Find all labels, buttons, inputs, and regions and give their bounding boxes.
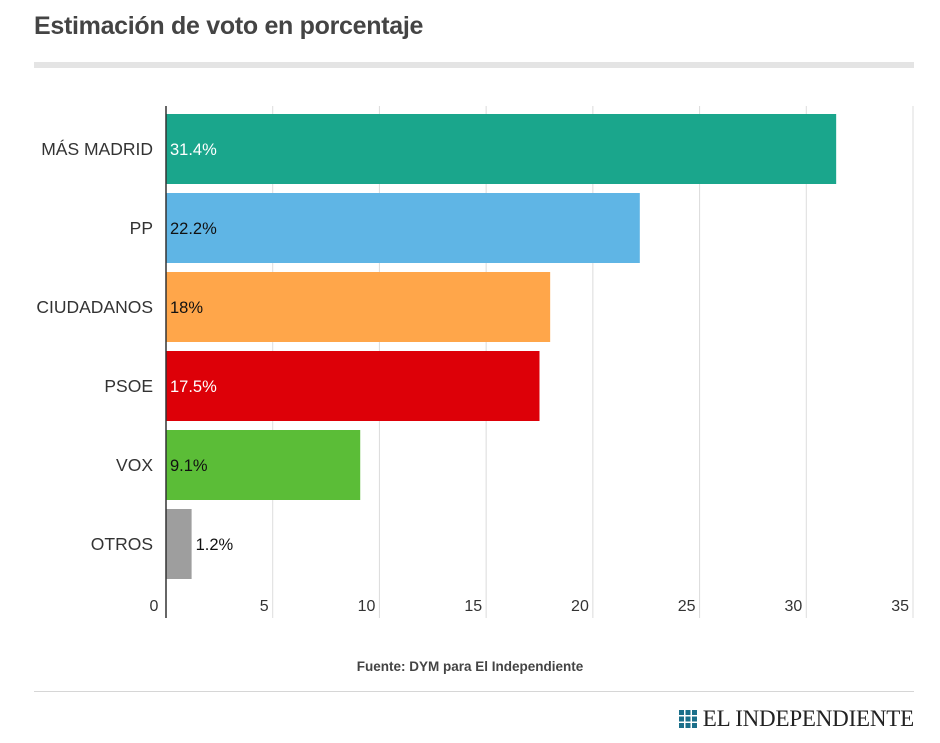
data-label: 22.2%: [170, 220, 217, 238]
chart-title: Estimación de voto en porcentaje: [34, 12, 424, 40]
footer-divider: [34, 691, 914, 692]
x-tick-label: 0: [150, 598, 159, 615]
category-label: PP: [130, 218, 153, 238]
bars: [166, 114, 837, 579]
data-label: 17.5%: [170, 378, 217, 396]
brand-logo: EL INDEPENDIENTE: [678, 706, 914, 732]
category-label: CIUDADANOS: [36, 297, 153, 317]
bar: [166, 272, 551, 342]
x-tick-label: 30: [784, 598, 802, 615]
category-label: MÁS MADRID: [41, 139, 153, 159]
x-axis-ticks: 0 5 10 15 20 25 30 35: [150, 598, 910, 615]
data-label: 31.4%: [170, 141, 217, 159]
bar: [166, 114, 837, 184]
brand-grid-icon: [678, 710, 697, 728]
bar: [166, 351, 540, 421]
data-label: 9.1%: [170, 457, 208, 475]
category-label: PSOE: [104, 376, 153, 396]
bar: [166, 193, 640, 263]
source-note: Fuente: DYM para El Independiente: [356, 659, 584, 674]
x-tick-label: 20: [571, 598, 589, 615]
title-divider: [34, 62, 914, 68]
x-tick-label: 35: [891, 598, 909, 615]
category-labels: MÁS MADRID PP CIUDADANOS PSOE VOX OTROS: [36, 139, 153, 554]
x-tick-label: 25: [678, 598, 696, 615]
x-tick-label: 5: [260, 598, 269, 615]
data-label: 1.2%: [196, 536, 234, 554]
data-label: 18%: [170, 299, 203, 317]
grid-lines: [272, 106, 914, 618]
x-tick-label: 10: [358, 598, 376, 615]
bar-chart: 0 5 10 15 20 25 30 35 MÁS MADRID PP CIUDADANOS PSO…: [36, 106, 914, 618]
bar: [166, 509, 192, 579]
data-labels: 31.4% 22.2% 18% 17.5% 9.1% 1.2%: [170, 141, 234, 554]
category-label: OTROS: [91, 534, 153, 554]
brand-name: EL INDEPENDIENTE: [702, 706, 914, 731]
category-label: VOX: [116, 455, 153, 475]
x-tick-label: 15: [464, 598, 482, 615]
bar: [166, 430, 361, 500]
